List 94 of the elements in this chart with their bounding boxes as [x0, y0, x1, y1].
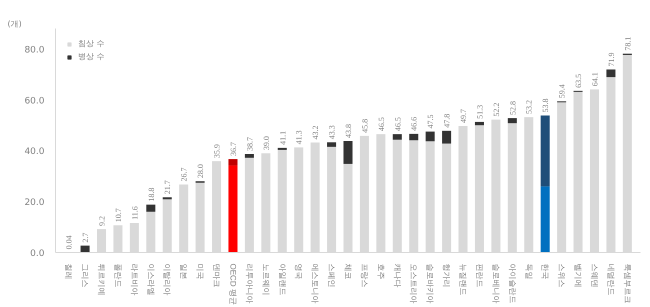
bar: [327, 142, 336, 147]
y-tick-label: 0.0: [30, 249, 45, 259]
total-label: 51.3: [475, 104, 484, 119]
total-label: 39.0: [262, 136, 271, 150]
bar: [442, 130, 452, 144]
bar: [228, 165, 238, 252]
x-tick-label: 룩셈부르크: [622, 264, 632, 304]
x-tick-label: 핀란드: [474, 264, 484, 288]
x-tick-label: 벨기에: [574, 264, 583, 288]
x-tick-label: 영국: [294, 264, 304, 280]
total-label: 28.0: [196, 164, 206, 178]
bar: [244, 154, 254, 158]
x-tick-label: 스웨덴: [590, 264, 599, 288]
x-tick-label: 체코: [344, 264, 352, 280]
bar: [426, 132, 435, 142]
x-tick-label: 스위스: [557, 264, 566, 288]
x-tick-label: 캐나다: [392, 264, 402, 288]
x-tick-label: 헝가리: [442, 264, 452, 288]
bar: [540, 116, 550, 186]
total-label: 41.3: [294, 130, 304, 144]
bar: [146, 204, 156, 212]
x-tick-label: 한국: [540, 264, 550, 280]
x-tick-label: 미국: [196, 264, 205, 280]
x-tick-label: 스페인: [327, 264, 336, 288]
x-tick-label: 폴란드: [113, 264, 122, 288]
y-axis-title: (개): [8, 20, 22, 28]
x-tick-label: 노르웨이: [261, 264, 270, 296]
total-label: 43.8: [344, 124, 353, 138]
y-tick-label: 60.0: [24, 96, 45, 106]
total-label: 52.8: [508, 101, 518, 116]
total-label: 0.04: [64, 235, 74, 250]
x-tick-label: 프랑스: [360, 264, 369, 288]
x-tick-label: 그리스: [80, 264, 90, 288]
x-tick-label: 에스토니아: [310, 264, 320, 304]
bar: [508, 118, 517, 124]
x-tick-label: 호주: [376, 264, 386, 280]
x-tick-label: 칠레: [64, 264, 74, 280]
total-label: 46.5: [393, 117, 402, 132]
x-tick-label: 오스트리아: [409, 264, 418, 304]
x-tick-label: 리투아니아: [244, 264, 254, 304]
bar: [343, 141, 353, 164]
total-label: 71.9: [606, 52, 616, 66]
x-tick-label: 이탈리아: [162, 264, 172, 296]
total-label: 43.2: [311, 125, 320, 140]
bar: [606, 69, 616, 78]
x-tick-label: OECD 평균: [228, 264, 238, 305]
total-label: 38.7: [245, 136, 254, 151]
total-label: 46.6: [410, 116, 419, 131]
bar: [392, 134, 402, 140]
total-label: 11.6: [130, 206, 140, 220]
bar: [474, 122, 484, 126]
x-tick-label: 슬로바키아: [426, 264, 435, 304]
x-tick-label: 슬로베니아: [491, 264, 500, 304]
total-label: 46.5: [376, 117, 386, 132]
total-label: 41.1: [278, 130, 288, 145]
x-tick-label: 덴마크: [212, 264, 222, 288]
bar: [228, 159, 238, 166]
x-tick-label: 독일: [524, 264, 534, 280]
total-label: 21.7: [163, 180, 172, 194]
total-label: 18.8: [146, 188, 156, 202]
bar: [80, 246, 90, 252]
total-label: 52.2: [492, 102, 501, 117]
x-tick-label: 네덜란드: [606, 264, 616, 296]
total-label: 49.7: [459, 108, 468, 123]
x-tick-label: 이스라엘: [146, 264, 156, 296]
total-label: 2.7: [81, 232, 90, 243]
total-label: 10.7: [114, 208, 123, 222]
bar: [540, 186, 550, 252]
y-tick-label: 40.0: [24, 147, 45, 158]
total-label: 78.1: [623, 36, 632, 51]
x-tick-label: 일본: [179, 264, 188, 280]
y-tick-label: 80.0: [24, 45, 45, 56]
total-label: 45.8: [360, 118, 370, 133]
total-label: 47.8: [442, 114, 452, 128]
total-label: 59.4: [558, 84, 567, 98]
total-label: 64.1: [590, 72, 600, 86]
legend-label: 병상 수: [78, 51, 105, 62]
total-label: 47.5: [426, 114, 436, 129]
total-label: 43.3: [328, 125, 337, 140]
x-tick-label: 라트비아: [130, 264, 139, 296]
x-tick-label: 아일랜드: [278, 264, 287, 296]
x-tick-label: 뉴질랜드: [458, 264, 468, 296]
total-label: 63.5: [574, 74, 584, 88]
total-label: 53.2: [524, 100, 534, 114]
legend-label: 침상 수: [78, 38, 105, 49]
total-label: 9.2: [98, 216, 107, 226]
bar: [409, 134, 418, 140]
total-label: 26.7: [180, 167, 189, 182]
y-tick-label: 20.0: [24, 198, 45, 208]
x-tick-label: 아이슬란드: [508, 264, 517, 304]
x-tick-label: 튀르키예: [97, 264, 106, 296]
total-label: 35.9: [212, 144, 222, 158]
total-label: 36.7: [228, 142, 238, 156]
total-label: 53.8: [541, 98, 550, 112]
